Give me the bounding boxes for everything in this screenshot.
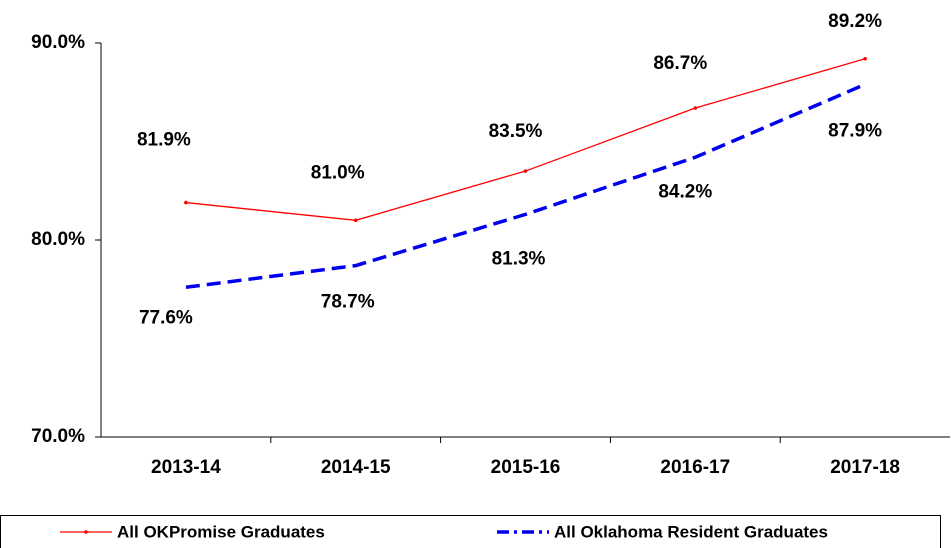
data-label: 87.9%	[828, 120, 882, 141]
data-label: 77.6%	[139, 307, 193, 328]
legend-marker	[84, 530, 88, 534]
x-tick-label: 2017-18	[830, 457, 900, 478]
data-label: 81.9%	[137, 130, 191, 151]
series-line	[185, 82, 866, 290]
data-label: 78.7%	[321, 292, 375, 313]
point-marker	[184, 200, 188, 205]
point-marker	[523, 169, 528, 173]
legend-label: All Oklahoma Resident Graduates	[554, 522, 828, 541]
data-label: 83.5%	[489, 121, 543, 142]
data-label: 84.2%	[658, 181, 712, 202]
legend-label: All OKPromise Graduates	[117, 522, 325, 541]
y-tick-label: 70.0%	[31, 426, 85, 447]
point-marker	[863, 56, 867, 61]
y-tick-label: 80.0%	[31, 229, 85, 250]
legend-box	[0, 515, 941, 548]
y-tick-label: 90.0%	[31, 32, 85, 53]
data-label: 81.0%	[311, 162, 365, 183]
data-label: 86.7%	[653, 53, 707, 74]
x-tick-label: 2016-17	[660, 457, 730, 478]
x-tick-label: 2014-15	[321, 457, 391, 478]
x-tick-label: 2013-14	[151, 457, 221, 478]
point-marker	[693, 106, 698, 110]
point-marker	[353, 218, 358, 223]
data-label: 89.2%	[828, 11, 882, 32]
data-label: 81.3%	[492, 248, 546, 269]
x-tick-label: 2015-16	[491, 457, 561, 478]
